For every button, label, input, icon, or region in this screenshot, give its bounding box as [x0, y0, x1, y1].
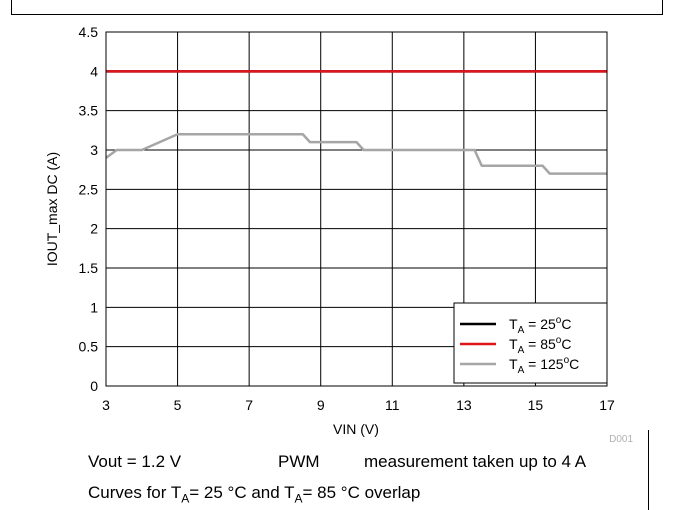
- caption-measurement: measurement taken up to 4 A: [364, 452, 587, 471]
- x-tick-label: 17: [599, 397, 615, 413]
- y-tick-label: 1.5: [79, 260, 99, 276]
- legend-label: TA = 125oC: [509, 355, 579, 376]
- y-tick-label: 2.5: [79, 181, 99, 197]
- chart: 3 5 7 9 11 13 15 17 0 0.5 1 1.5 2 2.5 3 3.5 4 4.5 VIN (V…: [44, 24, 633, 445]
- y-tick-label: 3.5: [79, 103, 99, 119]
- caption-sub-2: A: [294, 491, 303, 506]
- x-axis-label: VIN (V): [333, 421, 379, 437]
- y-tick-label: 4.5: [79, 24, 99, 40]
- figure-id: D001: [609, 434, 633, 445]
- y-tick-label: 0: [90, 378, 98, 394]
- legend-label: TA = 25oC: [509, 315, 571, 336]
- y-tick-labels: 0 0.5 1 1.5 2 2.5 3 3.5 4 4.5: [79, 24, 99, 394]
- series-line: [105, 133, 607, 175]
- y-tick-label: 0.5: [79, 339, 99, 355]
- y-tick-label: 2: [90, 221, 98, 237]
- caption-sub-1: A: [181, 491, 190, 506]
- x-tick-labels: 3 5 7 9 11 13 15 17: [102, 397, 615, 413]
- caption-text-c: = 85 °C overlap: [302, 483, 421, 502]
- caption-mode: PWM: [278, 452, 320, 471]
- plot-border: [105, 31, 608, 387]
- caption-vout: Vout = 1.2 V: [88, 452, 182, 471]
- x-tick-label: 9: [317, 397, 325, 413]
- y-tick-label: 4: [90, 63, 98, 79]
- caption-text-b: = 25 °C and T: [189, 483, 295, 502]
- x-tick-label: 3: [102, 397, 110, 413]
- caption-text-a: Curves for T: [88, 483, 182, 502]
- y-tick-label: 1: [90, 299, 98, 315]
- x-tick-label: 7: [245, 397, 253, 413]
- series-group: [105, 70, 607, 175]
- top-frame: [11, 0, 663, 15]
- y-axis-label: IOUT_max DC (A): [44, 152, 60, 266]
- x-tick-label: 5: [174, 397, 182, 413]
- y-tick-label: 3: [90, 142, 98, 158]
- x-tick-label: 11: [385, 397, 400, 413]
- x-tick-label: 13: [456, 397, 472, 413]
- caption-line-1: Vout = 1.2 V PWM measurement taken up to 4…: [88, 452, 586, 472]
- frame-right-edge: [648, 430, 649, 510]
- legend-label: TA = 85oC: [509, 335, 571, 356]
- caption-line-2: Curves for TA= 25 °C and TA= 85 °C overl…: [88, 483, 420, 505]
- x-tick-label: 15: [528, 397, 544, 413]
